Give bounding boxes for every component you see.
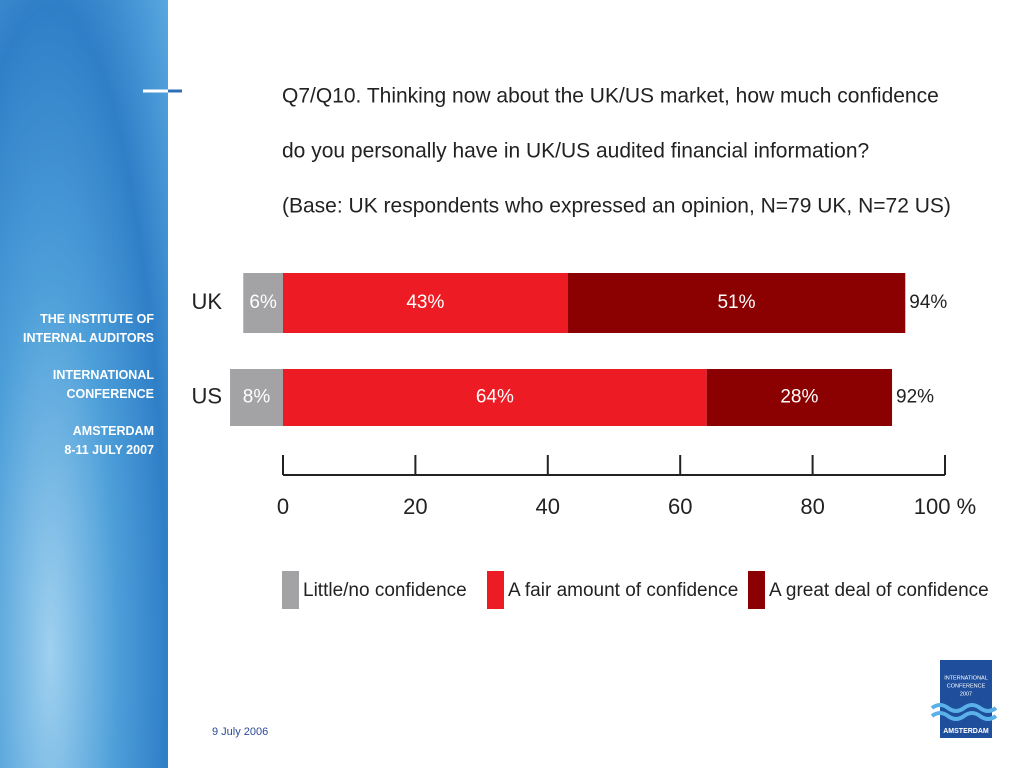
bar-segment: [706, 369, 893, 426]
category-label: US: [191, 383, 222, 408]
logo-waves: [930, 703, 998, 721]
x-tick-label: 60: [668, 494, 692, 519]
x-tick-label: 40: [536, 494, 560, 519]
value-label: 43%: [406, 292, 444, 313]
logo-city: AMSTERDAM: [943, 728, 989, 735]
value-label: 6%: [249, 292, 277, 313]
category-label: UK: [191, 289, 222, 314]
logo-box: [940, 660, 992, 738]
legend-swatch: [748, 571, 765, 609]
sidebar-block: THE INSTITUTE OF INTERNAL AUDITORS: [23, 310, 154, 348]
value-label: 8%: [243, 387, 271, 408]
bar-segment: [283, 369, 707, 426]
value-label: 28%: [780, 387, 818, 408]
legend-label: Little/no confidence: [303, 580, 467, 601]
x-tick-label: 20: [403, 494, 427, 519]
legend-label: A fair amount of confidence: [508, 580, 738, 601]
total-label: 94%: [909, 292, 947, 313]
title-line: (Base: UK respondents who expressed an o…: [282, 195, 951, 218]
bar-segment: [567, 273, 906, 333]
legend-label: A great deal of confidence: [769, 580, 989, 601]
title-line: Q7/Q10. Thinking now about the UK/US mar…: [282, 85, 939, 108]
logo: INTERNATIONAL CONFERENCE 2007 AMSTERDAM: [930, 660, 998, 738]
x-tick-label: 100 %: [914, 494, 976, 519]
sidebar-text: INTERNAL AUDITORS: [22, 331, 154, 345]
sidebar-block: INTERNATIONAL CONFERENCE: [53, 366, 154, 404]
logo-text: INTERNATIONAL: [944, 675, 988, 681]
sidebar-text: INTERNATIONAL: [52, 368, 154, 382]
logo-text: 2007: [960, 691, 972, 697]
value-label: 64%: [476, 387, 514, 408]
value-label: 51%: [717, 292, 755, 313]
logo-text: CONFERENCE: [947, 683, 986, 689]
bar-segment: [283, 273, 568, 333]
legend-swatch: [282, 571, 299, 609]
sidebar: THE INSTITUTE OF INTERNAL AUDITORS INTERN…: [0, 0, 168, 768]
sidebar-block: AMSTERDAM 8-11 JULY 2007: [64, 422, 154, 460]
legend-swatch: [487, 571, 504, 609]
sidebar-text: 8-11 JULY 2007: [64, 443, 154, 457]
x-tick-label: 0: [277, 494, 289, 519]
bar-segment: [230, 369, 283, 426]
bar-segment: [243, 273, 283, 333]
total-label: 92%: [896, 387, 934, 408]
sidebar-text: THE INSTITUTE OF: [40, 312, 154, 326]
sidebar-text: CONFERENCE: [66, 387, 154, 401]
title-line: do you personally have in UK/US audited …: [282, 140, 869, 163]
footer-date: 9 July 2006: [212, 726, 268, 738]
sidebar-text: AMSTERDAM: [72, 424, 154, 438]
x-tick-label: 80: [800, 494, 824, 519]
